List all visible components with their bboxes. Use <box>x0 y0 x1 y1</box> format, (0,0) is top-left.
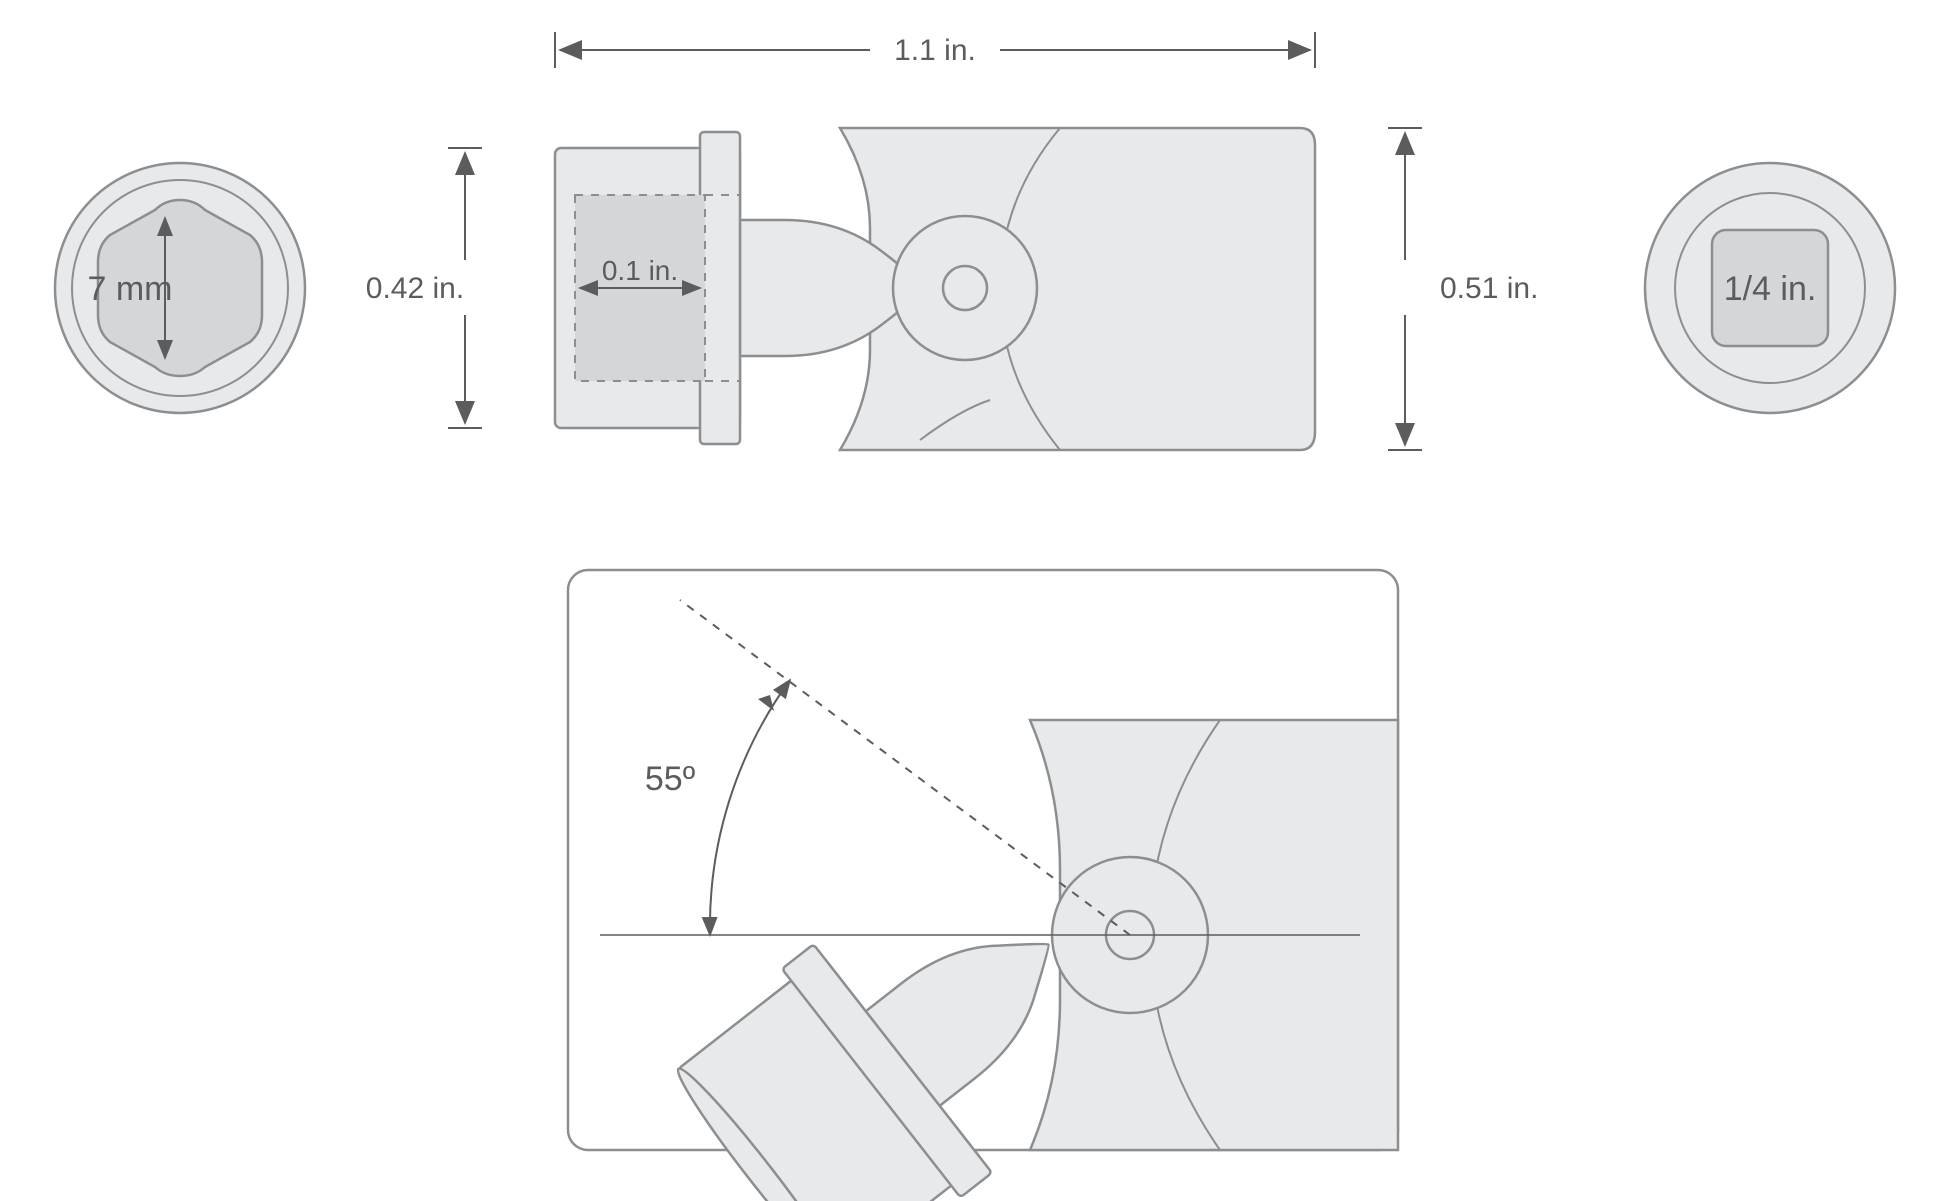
dimension-overall-length: 1.1 in. <box>555 32 1315 68</box>
drive-size-label: 1/4 in. <box>1724 270 1817 308</box>
dimension-drive-width: 0.51 in. <box>1388 128 1538 450</box>
hex-end-view: 7 mm <box>55 163 305 413</box>
socket-diameter-value: 0.42 in. <box>366 272 464 305</box>
hex-size-label: 7 mm <box>88 270 173 308</box>
square-drive-end-view: 1/4 in. <box>1645 163 1895 413</box>
length-value: 1.1 in. <box>894 34 976 67</box>
swing-angle-value: 55º <box>645 760 695 798</box>
swing-angle-panel: 55º <box>568 570 1398 1201</box>
dimension-socket-diameter: 0.42 in. <box>366 148 482 428</box>
drive-width-value: 0.51 in. <box>1440 272 1538 305</box>
socket-depth-value: 0.1 in. <box>602 255 678 286</box>
technical-drawing: 1.1 in. 7 mm 0.42 <box>0 0 1952 1201</box>
